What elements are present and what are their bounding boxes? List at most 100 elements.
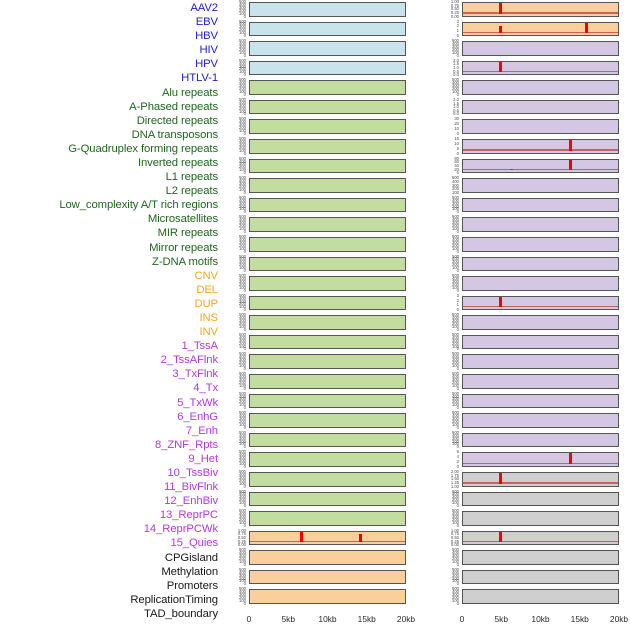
y-tick-label: 400 bbox=[452, 197, 459, 203]
y-tick-label: 0.50 bbox=[450, 6, 459, 12]
y-tick-label: 400 bbox=[239, 452, 246, 458]
y-tick-label: 400 bbox=[239, 569, 246, 575]
track-panel-row: 500 400 300 200 100 0 bbox=[437, 254, 629, 273]
y-tick-label: 200 bbox=[239, 595, 246, 601]
y-tick-label: 300 bbox=[239, 259, 246, 265]
y-tick-label: 300 bbox=[239, 513, 246, 519]
y-tick-label: 500 bbox=[452, 175, 459, 181]
track-label: Promoters bbox=[166, 579, 218, 592]
y-tick-label: 300 bbox=[239, 337, 246, 343]
track-plot-panel bbox=[249, 99, 406, 115]
y-axis: 500 400 300 200 100 0 bbox=[437, 273, 461, 292]
y-tick-label: 0 bbox=[456, 444, 459, 450]
baseline bbox=[463, 305, 618, 308]
track-label: Low_complexity A/T rich regions bbox=[59, 199, 218, 212]
y-tick-label: 2 bbox=[456, 297, 459, 303]
y-tick-label: 200 bbox=[452, 186, 459, 192]
track-plot-panel bbox=[249, 471, 406, 487]
track-plot-panel bbox=[249, 413, 406, 428]
y-tick-label: 100 bbox=[239, 88, 246, 94]
y-tick-label: 4 bbox=[456, 454, 459, 460]
y-tick-label: 400 bbox=[239, 21, 246, 27]
track-label: MIR repeats bbox=[157, 227, 219, 240]
y-tick-label: 100 bbox=[239, 461, 246, 466]
track-plot-panel bbox=[462, 295, 619, 311]
track-plot-panel bbox=[462, 21, 619, 37]
track-panel-row: 500 400 300 200 100 0 bbox=[224, 430, 416, 449]
y-tick-label: 100 bbox=[239, 69, 246, 75]
y-tick-label: 300 bbox=[452, 592, 459, 598]
y-tick-label: 0.0 bbox=[453, 111, 459, 117]
y-axis: 500 400 300 200 100 0 bbox=[437, 352, 461, 371]
y-tick-label: 300 bbox=[452, 278, 459, 284]
y-tick-label: 500 bbox=[239, 547, 246, 553]
track-panel-row: 500 400 300 200 100 0 bbox=[437, 391, 629, 410]
y-tick-label: 400 bbox=[452, 413, 459, 419]
track-plot-panel bbox=[249, 569, 406, 585]
y-tick-label: 500 bbox=[239, 38, 246, 44]
y-tick-label: 300 bbox=[239, 494, 246, 500]
y-axis: 500 400 300 200 100 0 bbox=[224, 176, 248, 195]
y-tick-label: 0.0 bbox=[453, 72, 459, 78]
track-plot-panel bbox=[249, 60, 406, 76]
y-tick-label: 400 bbox=[239, 295, 246, 301]
y-tick-label: 400 bbox=[239, 393, 246, 399]
y-axis: 500 400 300 200 100 0 bbox=[224, 352, 248, 371]
y-tick-label: 500 bbox=[452, 508, 459, 514]
y-tick-label: 300 bbox=[239, 435, 246, 441]
y-tick-label: 400 bbox=[452, 315, 459, 321]
y-tick-label: 300 bbox=[452, 435, 459, 441]
y-tick-label: 200 bbox=[239, 125, 246, 131]
y-tick-label: 200 bbox=[239, 379, 246, 385]
track-panel-row: 500 400 300 200 100 0 bbox=[224, 58, 416, 77]
track-plot-panel bbox=[462, 236, 619, 252]
y-tick-label: 400 bbox=[452, 491, 459, 497]
y-tick-label: 200 bbox=[239, 438, 246, 444]
y-tick-label: 100 bbox=[239, 265, 246, 271]
y-axis: 500 400 300 200 100 0 bbox=[224, 136, 248, 155]
track-plot-panel bbox=[462, 217, 619, 232]
x-tick-label: 5kb bbox=[281, 614, 296, 624]
y-tick-label: 100 bbox=[452, 323, 459, 329]
track-plot-panel bbox=[249, 178, 406, 193]
y-tick-label: 200 bbox=[452, 203, 459, 209]
track-label: Methylation bbox=[161, 565, 218, 578]
y-tick-label: 0 bbox=[243, 424, 246, 430]
y-tick-label: 0 bbox=[456, 463, 459, 469]
y-tick-label: 300 bbox=[452, 376, 459, 382]
track-label: Mirror repeats bbox=[149, 241, 218, 254]
track-panel-row: 500 400 300 200 100 0 bbox=[224, 352, 416, 371]
y-tick-label: 300 bbox=[239, 239, 246, 245]
y-tick-label: 400 bbox=[239, 119, 246, 125]
y-tick-label: 500 bbox=[452, 488, 459, 494]
y-tick-label: 400 bbox=[452, 178, 459, 184]
y-axis: 500 400 300 200 100 0 bbox=[437, 254, 461, 273]
y-axis: 500 400 300 200 100 0 bbox=[437, 313, 461, 332]
y-tick-label: 400 bbox=[239, 197, 246, 203]
y-tick-label: 400 bbox=[239, 236, 246, 242]
track-plot-panel bbox=[249, 452, 406, 467]
track-panel-row: 1.00 0.75 0.50 0.25 0.00 bbox=[437, 0, 629, 18]
y-tick-label: 200 bbox=[239, 340, 246, 346]
track-panel-row: 500 400 300 200 100 0 bbox=[224, 391, 416, 410]
y-tick-label: 200 bbox=[239, 321, 246, 327]
y-tick-label: 300 bbox=[239, 4, 246, 10]
y-tick-label: 200 bbox=[239, 301, 246, 307]
y-tick-label: 200 bbox=[239, 281, 246, 287]
y-tick-label: 300 bbox=[452, 416, 459, 422]
y-tick-label: 0 bbox=[243, 326, 246, 332]
y-tick-label: 0.25 bbox=[450, 538, 459, 544]
track-panel-row: 500 400 300 200 100 0 bbox=[224, 313, 416, 332]
track-panel-row: 500 400 300 200 100 0 bbox=[437, 587, 629, 606]
baseline bbox=[250, 540, 405, 543]
y-tick-label: 500 bbox=[239, 233, 246, 239]
y-tick-label: 0 bbox=[456, 307, 459, 313]
y-tick-label: 200 bbox=[239, 458, 246, 464]
track-label: L2 repeats bbox=[165, 185, 218, 198]
y-tick-label: 0 bbox=[243, 52, 246, 58]
baseline bbox=[463, 70, 618, 73]
y-tick-label: 100 bbox=[239, 480, 246, 486]
y-tick-label: 400 bbox=[452, 432, 459, 438]
